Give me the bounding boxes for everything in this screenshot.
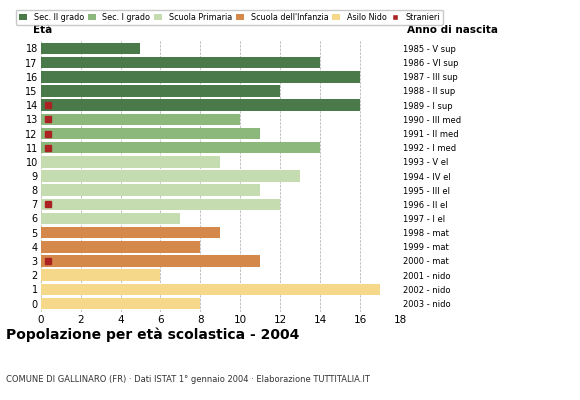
Bar: [41, 213, 180, 224]
Bar: [41, 156, 220, 168]
Bar: [41, 57, 320, 68]
Legend: Sec. II grado, Sec. I grado, Scuola Primaria, Scuola dell'Infanzia, Asilo Nido, : Sec. II grado, Sec. I grado, Scuola Prim…: [16, 10, 443, 25]
Bar: [41, 198, 280, 210]
Bar: [41, 255, 260, 267]
Bar: [41, 170, 300, 182]
Bar: [41, 298, 201, 309]
Text: COMUNE DI GALLINARO (FR) · Dati ISTAT 1° gennaio 2004 · Elaborazione TUTTITALIA.: COMUNE DI GALLINARO (FR) · Dati ISTAT 1°…: [6, 375, 369, 384]
Bar: [41, 71, 360, 83]
Bar: [41, 114, 240, 125]
Bar: [41, 142, 320, 154]
Bar: [41, 284, 380, 295]
Bar: [41, 85, 280, 97]
Bar: [41, 99, 360, 111]
Bar: [41, 241, 201, 253]
Bar: [41, 43, 140, 54]
Bar: [41, 227, 220, 238]
Bar: [41, 128, 260, 139]
Text: Età: Età: [34, 24, 53, 34]
Text: Popolazione per età scolastica - 2004: Popolazione per età scolastica - 2004: [6, 328, 299, 342]
Bar: [41, 269, 161, 281]
Text: Anno di nascita: Anno di nascita: [407, 24, 498, 34]
Bar: [41, 184, 260, 196]
